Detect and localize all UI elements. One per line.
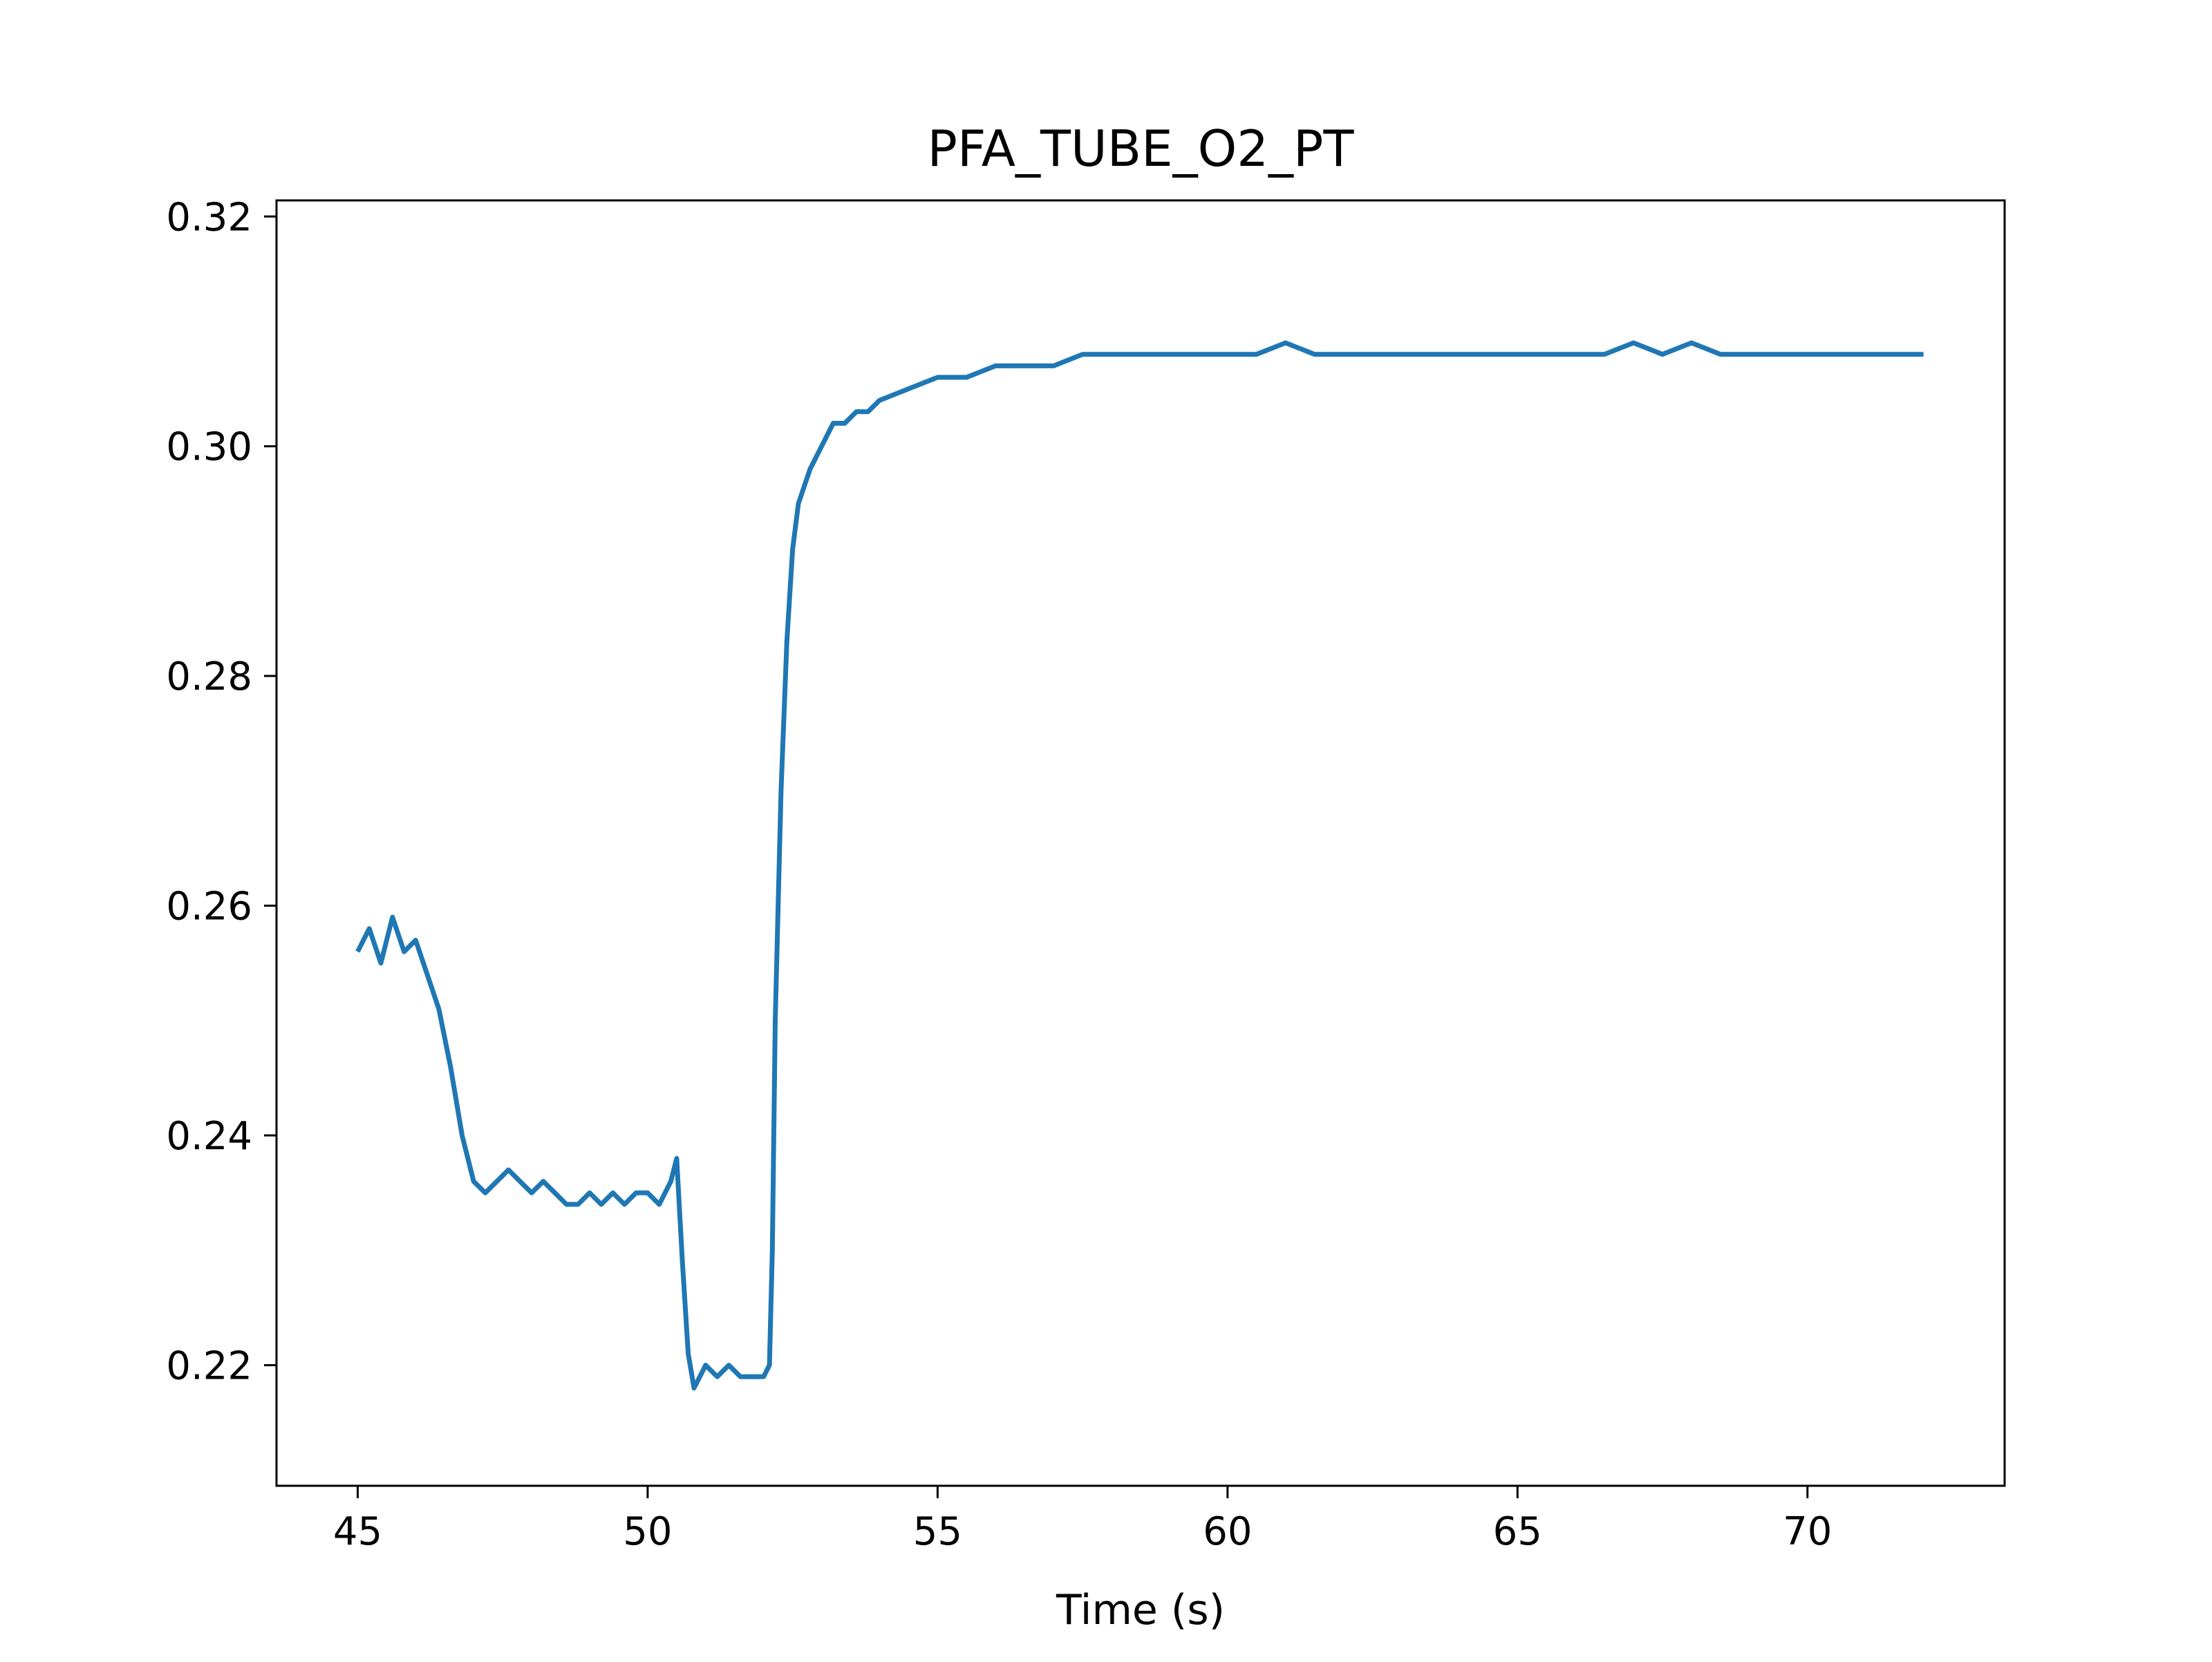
x-tick-label: 45 xyxy=(333,1509,382,1554)
x-tick-label: 50 xyxy=(623,1509,672,1554)
y-tick-label: 0.28 xyxy=(166,654,252,699)
y-tick-label: 0.32 xyxy=(166,195,252,240)
x-tick-label: 65 xyxy=(1493,1509,1542,1554)
x-tick-label: 60 xyxy=(1203,1509,1252,1554)
y-tick-label: 0.30 xyxy=(166,425,252,470)
x-tick-label: 55 xyxy=(913,1509,962,1554)
y-tick-label: 0.24 xyxy=(166,1114,252,1159)
axes-frame xyxy=(275,199,2006,1487)
y-axis-ticks: 0.22 0.24 0.26 0.28 0.30 0.32 xyxy=(166,195,276,1388)
chart-title: PFA_TUBE_O2_PT xyxy=(928,120,1355,178)
y-tick-label: 0.22 xyxy=(166,1343,252,1388)
y-tick-label: 0.26 xyxy=(166,885,252,929)
x-axis-ticks: 45 50 55 60 65 70 xyxy=(333,1486,1832,1554)
x-tick-label: 70 xyxy=(1783,1509,1832,1554)
x-axis-label: Time (s) xyxy=(1056,1586,1225,1634)
plot-area xyxy=(355,340,1924,1391)
series-line-0 xyxy=(355,340,1924,1391)
